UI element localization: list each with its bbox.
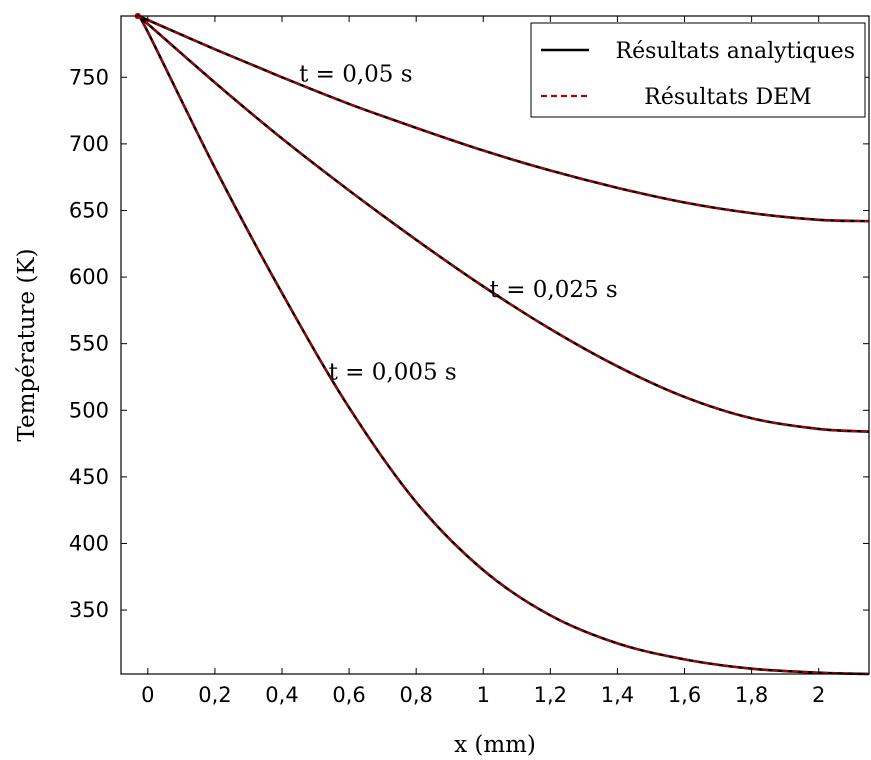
dem-curve — [137, 15, 870, 223]
legend: Résultats analytiques Résultats DEM — [530, 22, 866, 118]
time-annotation: t = 0,005 s — [329, 360, 457, 386]
x-tick-label: 0 — [141, 683, 154, 707]
y-tick-label: 450 — [69, 465, 109, 489]
ticks-layer: 0 0,2 0,4 0,6 0,8 1 1,2 1,4 1,6 1,8 2 350 400 450 500 5… — [69, 16, 869, 707]
y-tick-label: 650 — [69, 198, 109, 222]
x-tick-label: 0,2 — [198, 683, 231, 707]
time-annotation: t = 0,05 s — [299, 61, 412, 87]
x-tick-label: 1 — [477, 683, 490, 707]
y-tick-label: 700 — [69, 132, 109, 156]
x-axis-label: x (mm) — [454, 732, 536, 758]
x-tick-label: 2 — [812, 683, 825, 707]
x-tick-label: 1,4 — [601, 683, 634, 707]
y-tick-label: 600 — [69, 265, 109, 289]
legend-label-dem: Résultats DEM — [644, 85, 811, 110]
x-tick-label: 1,6 — [668, 683, 701, 707]
x-tick-label: 0,4 — [265, 683, 298, 707]
y-tick-label: 350 — [69, 598, 109, 622]
curves-layer — [134, 13, 870, 676]
legend-label-analytic: Résultats analytiques — [616, 39, 855, 64]
x-tick-label: 1,2 — [534, 683, 567, 707]
y-tick-label: 500 — [69, 398, 109, 422]
y-tick-label: 550 — [69, 332, 109, 356]
x-tick-label: 0,8 — [399, 683, 432, 707]
plot-frame — [120, 15, 870, 675]
x-tick-label: 1,8 — [735, 683, 768, 707]
time-annotation: t = 0,025 s — [490, 277, 618, 303]
x-tick-label: 0,6 — [332, 683, 365, 707]
dem-curve — [137, 15, 870, 433]
dem-curve — [136, 14, 870, 675]
y-tick-label: 750 — [69, 65, 109, 89]
annotations-layer: t = 0,05 s t = 0,025 s t = 0,005 s — [299, 61, 618, 385]
y-tick-label: 400 — [69, 531, 109, 555]
y-axis-label: Température (K) — [14, 248, 40, 441]
legend-box — [530, 22, 866, 118]
